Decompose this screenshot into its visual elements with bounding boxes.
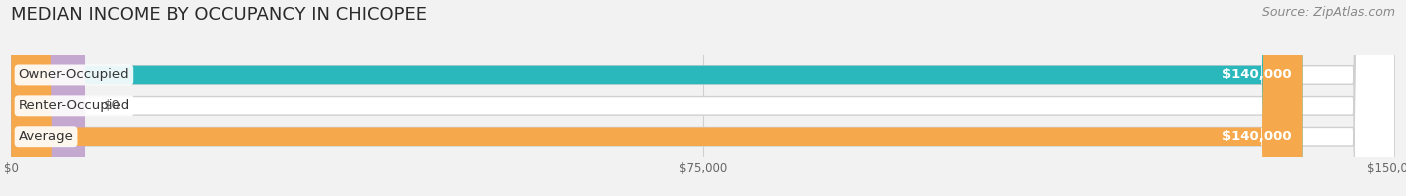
FancyBboxPatch shape	[11, 0, 1395, 196]
Text: $140,000: $140,000	[1222, 130, 1292, 143]
FancyBboxPatch shape	[11, 0, 1302, 196]
Text: $140,000: $140,000	[1222, 68, 1292, 82]
FancyBboxPatch shape	[11, 0, 1395, 196]
FancyBboxPatch shape	[11, 0, 84, 196]
Text: Owner-Occupied: Owner-Occupied	[18, 68, 129, 82]
FancyBboxPatch shape	[11, 0, 1302, 196]
FancyBboxPatch shape	[11, 0, 1395, 196]
Text: Renter-Occupied: Renter-Occupied	[18, 99, 129, 112]
Text: $0: $0	[104, 99, 121, 112]
Text: Average: Average	[18, 130, 73, 143]
Text: MEDIAN INCOME BY OCCUPANCY IN CHICOPEE: MEDIAN INCOME BY OCCUPANCY IN CHICOPEE	[11, 6, 427, 24]
Text: Source: ZipAtlas.com: Source: ZipAtlas.com	[1261, 6, 1395, 19]
